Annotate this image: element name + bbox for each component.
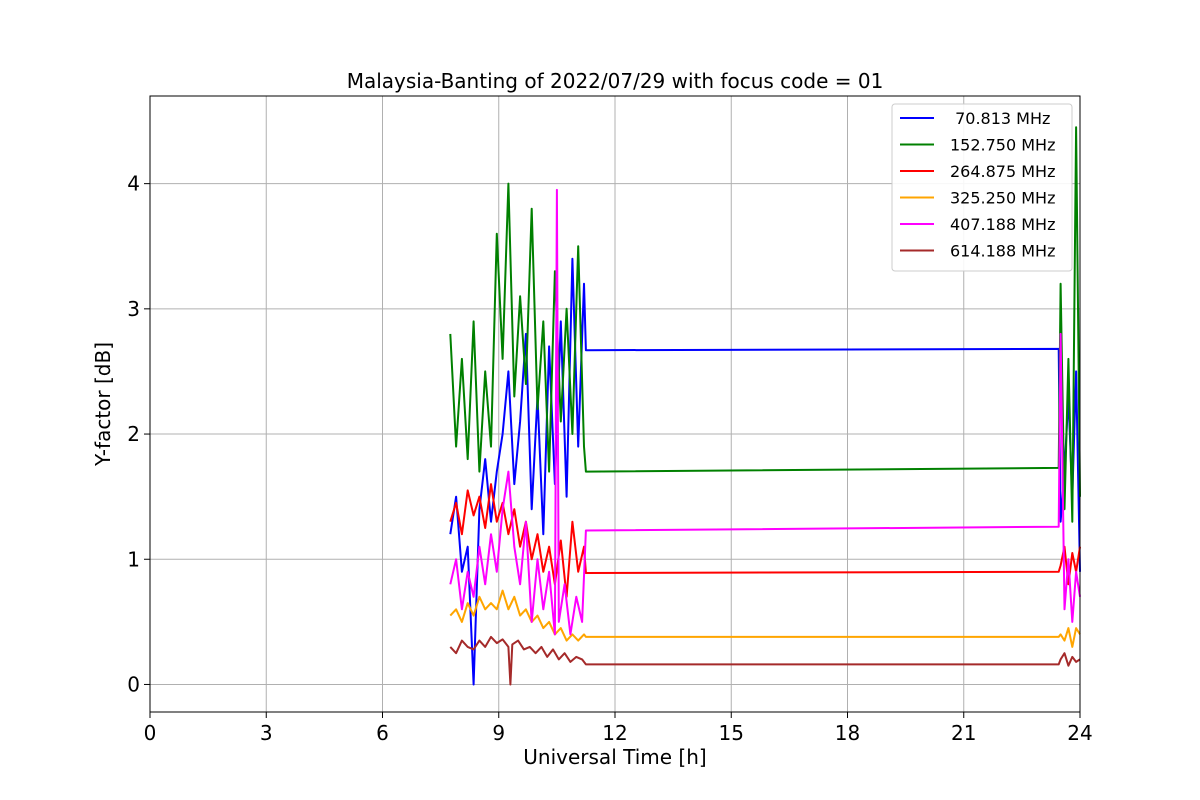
legend: 70.813 MHz 152.750 MHz 264.875 MHz 325.250 … (891, 103, 1073, 272)
y-tick-label: 0 (127, 672, 140, 696)
x-tick-label: 12 (602, 721, 627, 745)
series-line (449, 188, 1081, 636)
x-tick-label: 21 (951, 721, 976, 745)
legend-label: 325.250 MHz (950, 189, 1055, 208)
legend-box (891, 103, 1073, 272)
x-axis-label: Universal Time [h] (523, 745, 706, 769)
x-tick-label: 24 (1067, 721, 1092, 745)
series-line (449, 635, 1081, 686)
series-line (449, 126, 1081, 523)
x-tick-label: 18 (835, 721, 860, 745)
y-axis-label: Y-factor [dB] (91, 342, 115, 467)
x-tick-label: 6 (376, 721, 389, 745)
legend-label: 152.750 MHz (950, 136, 1055, 155)
legend-label: 407.188 MHz (950, 215, 1055, 234)
legend-label: 614.188 MHz (950, 242, 1055, 261)
y-tick-label: 1 (127, 547, 140, 571)
plot-series (449, 126, 1081, 686)
x-tick-label: 15 (719, 721, 744, 745)
legend-label: 264.875 MHz (950, 162, 1055, 181)
y-tick-label: 4 (127, 172, 140, 196)
series-line (449, 589, 1081, 648)
x-tick-label: 9 (492, 721, 505, 745)
y-tick-label: 2 (127, 422, 140, 446)
legend-label: 70.813 MHz (950, 109, 1050, 128)
series-line (449, 483, 1081, 598)
y-tick-label: 3 (127, 297, 140, 321)
x-tick-label: 3 (260, 721, 273, 745)
x-tick-label: 0 (144, 721, 157, 745)
chart-title: Malaysia-Banting of 2022/07/29 with focu… (347, 69, 884, 93)
